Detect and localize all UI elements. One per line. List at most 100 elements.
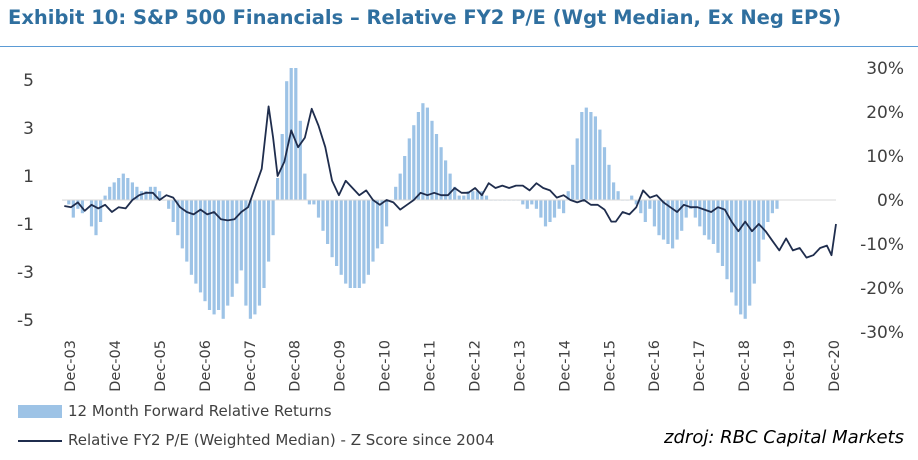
return-bar xyxy=(303,173,307,200)
return-bar xyxy=(217,200,221,310)
return-bar xyxy=(185,200,189,262)
return-bar xyxy=(371,200,375,262)
x-tick-label: Dec-09 xyxy=(333,340,349,392)
return-bar xyxy=(475,191,479,200)
return-bar xyxy=(552,200,557,218)
return-bar xyxy=(593,116,597,200)
x-tick-label: Dec-04 xyxy=(108,340,124,392)
x-tick-label: Dec-11 xyxy=(423,340,439,392)
x-tick-label: Dec-05 xyxy=(153,340,169,392)
return-bar xyxy=(221,200,225,319)
return-bar xyxy=(180,200,184,249)
x-tick-label: Dec-18 xyxy=(737,340,753,392)
return-bar xyxy=(462,195,466,200)
x-tick-label: Dec-13 xyxy=(512,340,528,392)
return-bar xyxy=(484,195,489,200)
return-bar xyxy=(666,200,670,244)
return-bar xyxy=(643,200,647,222)
return-bar xyxy=(770,200,774,214)
right-tick-label: 30% xyxy=(866,59,904,79)
legend-item-bars: 12 Month Forward Relative Returns xyxy=(18,402,332,420)
return-bar xyxy=(657,200,661,236)
left-axis: 5 3 1 -1 -3 -5 xyxy=(17,71,34,331)
return-bar xyxy=(761,200,765,240)
return-bar xyxy=(89,200,94,227)
bars-layer xyxy=(62,68,779,319)
x-tick-label: Dec-12 xyxy=(468,340,484,392)
pe-zscore-line xyxy=(64,105,837,259)
return-bar xyxy=(671,200,675,249)
return-bar xyxy=(748,200,752,306)
return-bar xyxy=(530,200,534,205)
return-bar xyxy=(271,200,275,236)
return-bar xyxy=(707,200,711,240)
x-tick-label: Dec-19 xyxy=(782,340,798,392)
return-bar xyxy=(562,200,566,214)
return-bar xyxy=(76,200,80,209)
return-bar xyxy=(716,200,720,253)
return-bar xyxy=(539,200,543,218)
return-bar xyxy=(457,195,461,200)
return-bar xyxy=(571,164,575,200)
legend-item-line: Relative FY2 P/E (Weighted Median) - Z S… xyxy=(18,431,494,449)
return-bar xyxy=(398,173,402,200)
return-bar xyxy=(203,200,207,302)
return-bar xyxy=(725,200,729,280)
return-bar xyxy=(689,200,693,209)
return-bar xyxy=(416,112,420,200)
return-bar xyxy=(353,200,357,288)
return-bar xyxy=(734,200,738,306)
return-bar xyxy=(557,200,561,209)
return-bar xyxy=(380,200,384,244)
return-bar xyxy=(575,138,579,200)
return-bar xyxy=(253,200,257,315)
return-bar xyxy=(702,200,706,236)
return-bar xyxy=(403,156,407,200)
return-bar xyxy=(430,120,434,200)
legend-bar-swatch xyxy=(18,405,62,418)
return-bar xyxy=(453,186,457,200)
return-bar xyxy=(103,195,107,200)
return-bar xyxy=(244,200,248,306)
x-tick-label: Dec-06 xyxy=(198,340,214,392)
return-bar xyxy=(661,200,666,240)
right-tick-label: -30% xyxy=(860,323,904,343)
return-bar xyxy=(775,200,779,209)
return-bar xyxy=(158,191,162,200)
return-bar xyxy=(316,200,321,218)
right-axis: 30% 20% 10% 0% -10% -20% -30% xyxy=(860,59,904,343)
return-bar xyxy=(307,200,311,205)
return-bar xyxy=(730,200,734,293)
return-bar xyxy=(212,200,216,315)
return-bar xyxy=(739,200,743,315)
return-bar xyxy=(112,182,116,200)
right-tick-label: -10% xyxy=(860,235,904,255)
return-bar xyxy=(434,134,439,200)
return-bar xyxy=(675,200,679,240)
return-bar xyxy=(543,200,548,227)
return-bar xyxy=(294,68,298,200)
return-bar xyxy=(639,200,643,214)
return-bar xyxy=(698,200,702,227)
return-bar xyxy=(189,200,193,275)
left-tick-label: 1 xyxy=(23,167,34,187)
source-note: zdroj: RBC Capital Markets xyxy=(664,427,904,448)
return-bar xyxy=(534,200,538,209)
title-divider xyxy=(0,46,918,47)
return-bar xyxy=(634,200,638,205)
return-bar xyxy=(198,200,203,293)
return-bar xyxy=(693,200,697,218)
return-bar xyxy=(121,173,125,200)
x-tick-label: Dec-03 xyxy=(63,340,79,392)
return-bar xyxy=(267,200,271,262)
return-bar xyxy=(330,200,334,258)
return-bar xyxy=(766,200,770,222)
return-bar xyxy=(167,200,171,209)
return-bar xyxy=(439,147,443,200)
return-bar xyxy=(466,191,470,200)
return-bar xyxy=(548,200,552,222)
left-tick-label: 5 xyxy=(23,71,34,91)
return-bar xyxy=(598,129,602,200)
return-bar xyxy=(394,186,398,200)
